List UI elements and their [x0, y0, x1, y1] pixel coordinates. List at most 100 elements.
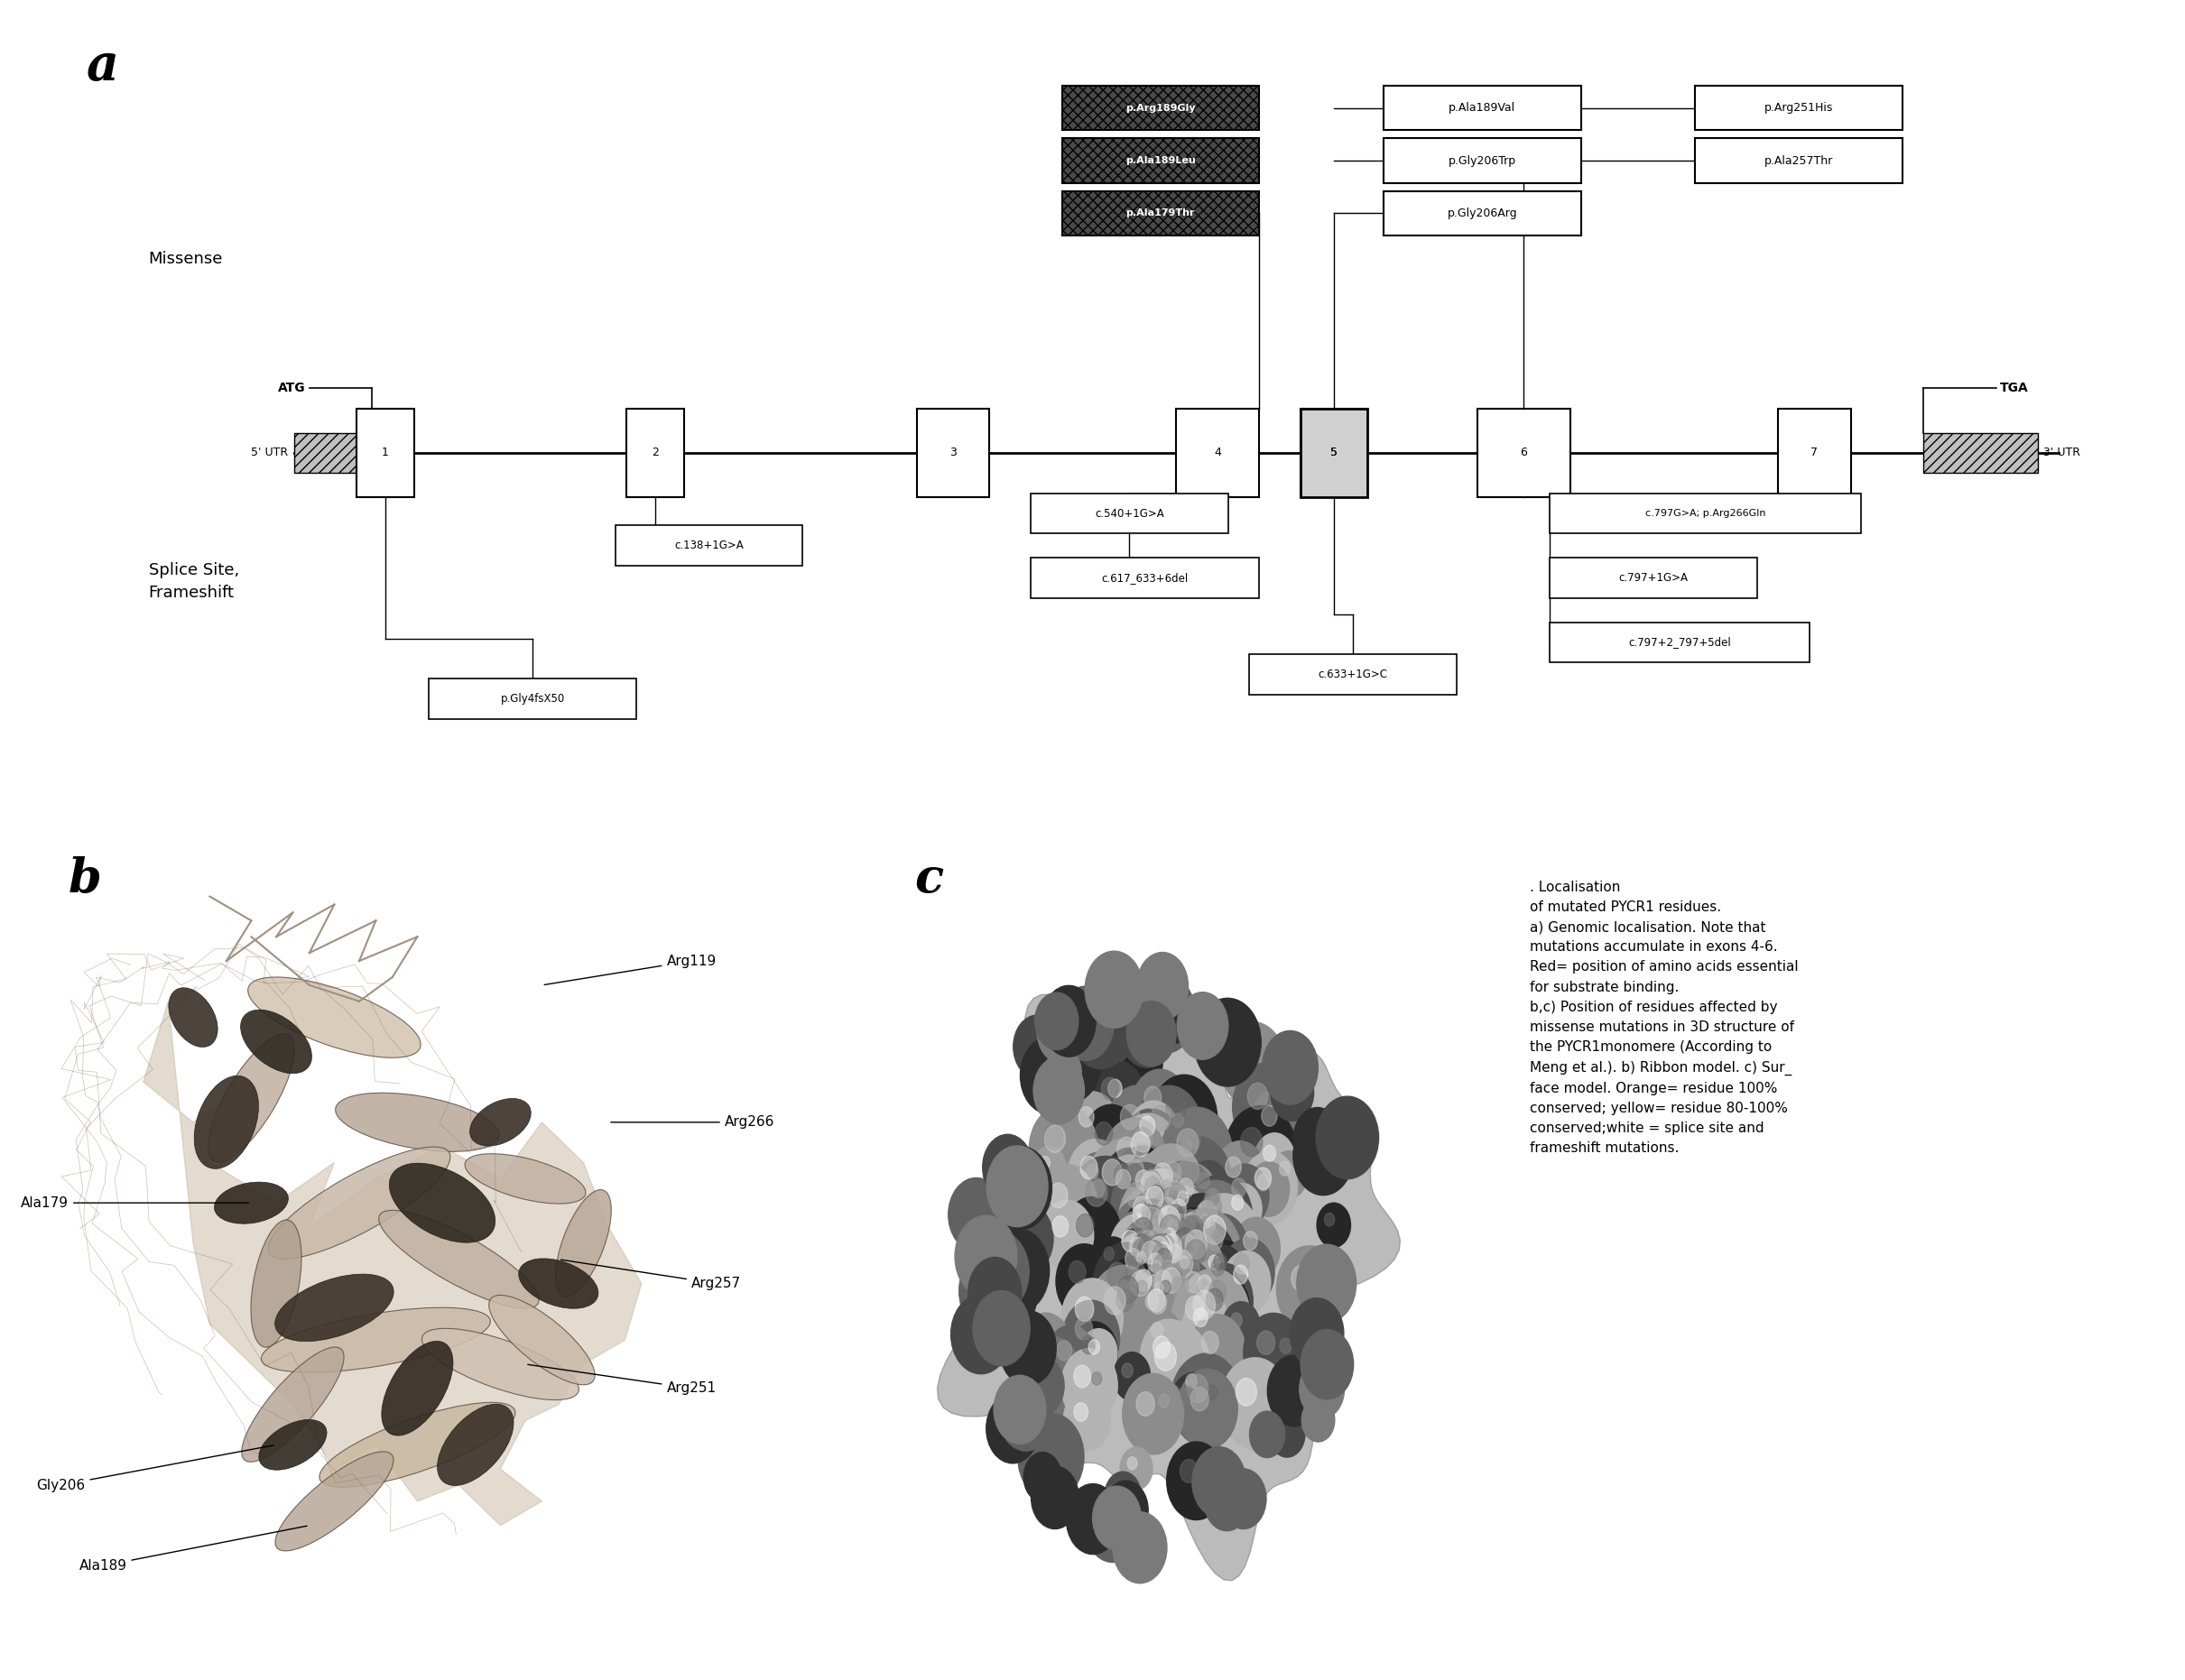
Circle shape	[1031, 1356, 1051, 1381]
Circle shape	[1147, 1206, 1182, 1252]
Circle shape	[1156, 1253, 1206, 1320]
Circle shape	[1066, 1092, 1119, 1159]
Circle shape	[1186, 1300, 1200, 1317]
Circle shape	[1195, 998, 1261, 1087]
Circle shape	[1208, 1280, 1226, 1302]
Circle shape	[1151, 1267, 1184, 1310]
Circle shape	[1280, 1337, 1291, 1354]
Circle shape	[1132, 1223, 1191, 1302]
Bar	[627, 408, 684, 497]
Circle shape	[1134, 1213, 1202, 1304]
Circle shape	[1160, 1151, 1200, 1203]
Circle shape	[1226, 1158, 1241, 1178]
Circle shape	[1162, 1235, 1178, 1255]
Circle shape	[1082, 1105, 1141, 1181]
Circle shape	[1162, 1247, 1171, 1260]
Circle shape	[1154, 1336, 1171, 1359]
Circle shape	[1184, 1213, 1197, 1230]
Circle shape	[1125, 1163, 1143, 1186]
Circle shape	[1235, 1265, 1248, 1284]
Circle shape	[1165, 1265, 1176, 1278]
Circle shape	[1134, 1247, 1191, 1322]
Text: 6: 6	[1521, 447, 1527, 459]
Circle shape	[1197, 1374, 1235, 1423]
Circle shape	[1263, 1146, 1276, 1161]
Circle shape	[1044, 1126, 1066, 1152]
Text: p.Gly206Arg: p.Gly206Arg	[1446, 207, 1516, 218]
Circle shape	[1235, 1042, 1254, 1067]
Circle shape	[1090, 1179, 1106, 1198]
Circle shape	[1132, 1215, 1184, 1284]
Circle shape	[1261, 1105, 1278, 1126]
Circle shape	[1191, 1388, 1208, 1411]
Circle shape	[1125, 1262, 1145, 1289]
Circle shape	[1156, 1233, 1176, 1257]
Ellipse shape	[247, 978, 422, 1058]
Circle shape	[1158, 1198, 1178, 1223]
Circle shape	[1235, 1253, 1250, 1273]
Ellipse shape	[275, 1452, 393, 1551]
Text: c.138+1G>A: c.138+1G>A	[675, 539, 743, 551]
Text: Ala179: Ala179	[22, 1196, 249, 1210]
Circle shape	[1134, 1221, 1145, 1235]
Circle shape	[1221, 1238, 1274, 1307]
Circle shape	[1200, 1245, 1237, 1292]
Circle shape	[1272, 1327, 1311, 1378]
Circle shape	[1156, 1235, 1173, 1258]
Text: Splice Site,
Frameshift: Splice Site, Frameshift	[149, 563, 238, 601]
Circle shape	[1125, 1151, 1193, 1240]
Circle shape	[1112, 1482, 1123, 1497]
Circle shape	[1151, 1247, 1162, 1263]
Circle shape	[1186, 1193, 1261, 1290]
Circle shape	[1182, 1386, 1195, 1404]
Circle shape	[1197, 1278, 1208, 1294]
Circle shape	[1158, 1174, 1197, 1228]
Circle shape	[1294, 1107, 1342, 1171]
Circle shape	[1184, 1216, 1200, 1236]
Circle shape	[1145, 1087, 1162, 1109]
Circle shape	[1182, 1294, 1230, 1356]
Circle shape	[1143, 1310, 1182, 1362]
Circle shape	[1134, 1208, 1197, 1294]
Circle shape	[1127, 1270, 1165, 1317]
Circle shape	[1149, 1292, 1167, 1314]
Circle shape	[1106, 1154, 1154, 1220]
Circle shape	[1162, 1137, 1232, 1228]
Circle shape	[1154, 1147, 1204, 1213]
Circle shape	[1121, 1230, 1138, 1252]
FancyBboxPatch shape	[1062, 86, 1259, 131]
Circle shape	[1112, 1146, 1171, 1223]
Circle shape	[1171, 1373, 1217, 1435]
Circle shape	[1160, 1215, 1182, 1243]
Circle shape	[1134, 1272, 1193, 1347]
Circle shape	[1123, 1374, 1184, 1455]
Bar	[1300, 408, 1368, 497]
Circle shape	[1167, 1163, 1182, 1181]
Circle shape	[1162, 1233, 1182, 1260]
Circle shape	[1158, 1277, 1169, 1290]
Circle shape	[1213, 1141, 1267, 1210]
Ellipse shape	[389, 1163, 496, 1243]
Circle shape	[1014, 1015, 1062, 1079]
Circle shape	[1147, 1247, 1202, 1317]
Text: ATG: ATG	[277, 381, 306, 395]
Circle shape	[1117, 1289, 1134, 1312]
Circle shape	[1160, 1247, 1171, 1260]
Circle shape	[1156, 1230, 1226, 1320]
Circle shape	[1173, 1114, 1184, 1127]
Circle shape	[1042, 986, 1097, 1057]
Circle shape	[1197, 1176, 1241, 1233]
Circle shape	[1160, 1208, 1228, 1297]
Circle shape	[1141, 1230, 1156, 1252]
Circle shape	[1169, 1179, 1206, 1230]
Ellipse shape	[470, 1099, 531, 1146]
Text: 3' UTR: 3' UTR	[2043, 447, 2080, 459]
Circle shape	[1055, 1243, 1112, 1319]
Circle shape	[1189, 1161, 1228, 1215]
Circle shape	[1127, 1159, 1145, 1181]
Circle shape	[1101, 1077, 1119, 1100]
Bar	[1923, 433, 2036, 474]
Circle shape	[1097, 1236, 1130, 1282]
Ellipse shape	[240, 1010, 312, 1074]
Circle shape	[1141, 1216, 1204, 1299]
